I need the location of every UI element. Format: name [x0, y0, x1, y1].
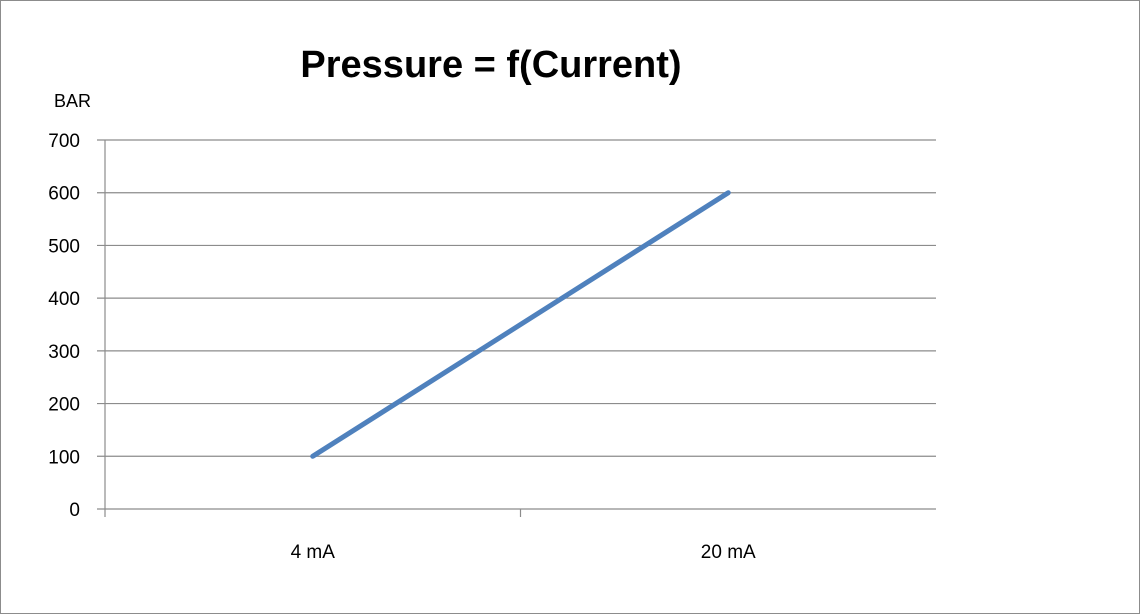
y-tick-label: 0 — [69, 500, 80, 521]
series — [313, 193, 729, 457]
x-tick-labels: 4 mA 20 mA — [291, 542, 756, 563]
y-tick-label: 700 — [48, 131, 80, 152]
y-axis-label: BAR — [54, 91, 91, 111]
y-tick-label: 100 — [48, 447, 80, 468]
x-tick-label: 20 mA — [701, 542, 756, 563]
y-tick-label: 600 — [48, 184, 80, 205]
x-tick-label: 4 mA — [291, 542, 336, 563]
series-line-0 — [313, 193, 729, 457]
y-tick-label: 500 — [48, 236, 80, 257]
gridlines — [97, 140, 936, 456]
y-tick-label: 300 — [48, 342, 80, 363]
y-tick-label: 200 — [48, 395, 80, 416]
y-tick-labels: 0 100 200 300 400 500 600 700 — [48, 131, 80, 521]
chart-title: Pressure = f(Current) — [300, 44, 681, 86]
y-tick-label: 400 — [48, 289, 80, 310]
